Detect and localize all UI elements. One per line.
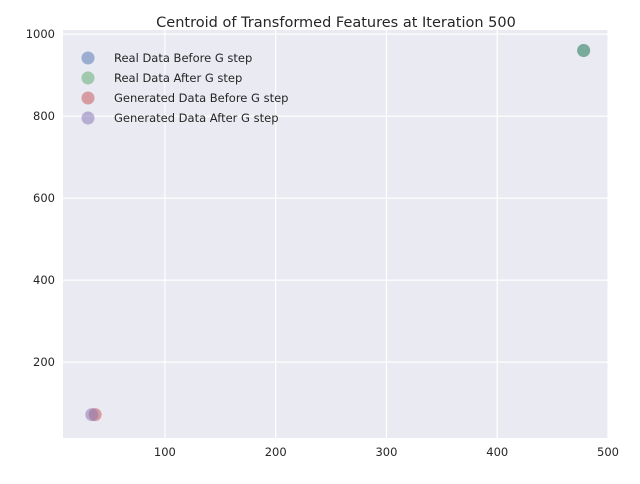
x-tick-label: 300 <box>375 445 397 459</box>
legend-label: Real Data Before G step <box>114 51 252 65</box>
y-tick-label: 600 <box>33 191 55 205</box>
y-tick-label: 1000 <box>26 27 55 41</box>
chart-title: Centroid of Transformed Features at Iter… <box>156 15 516 31</box>
legend-label: Real Data After G step <box>114 71 242 85</box>
data-points <box>85 44 591 422</box>
y-tick-label: 800 <box>33 109 55 123</box>
data-point <box>85 408 99 422</box>
legend-marker <box>81 71 95 85</box>
legend-label: Generated Data After G step <box>114 111 279 125</box>
y-tick-label: 400 <box>33 273 55 287</box>
x-tick-label: 500 <box>597 445 619 459</box>
grid-lines <box>63 30 609 438</box>
legend-marker <box>81 91 95 105</box>
legend: Real Data Before G step Real Data After G… <box>81 51 288 125</box>
y-tick-label: 200 <box>33 355 55 369</box>
legend-marker <box>81 51 95 65</box>
x-tick-label: 100 <box>154 445 176 459</box>
legend-label: Generated Data Before G step <box>114 91 288 105</box>
axis-tick-labels: 100 200 300 400 500 200 400 600 800 1000 <box>26 27 619 459</box>
x-tick-label: 200 <box>265 445 287 459</box>
x-tick-label: 400 <box>486 445 508 459</box>
data-point <box>577 44 591 58</box>
plot-area <box>63 30 608 438</box>
legend-marker <box>81 111 95 125</box>
